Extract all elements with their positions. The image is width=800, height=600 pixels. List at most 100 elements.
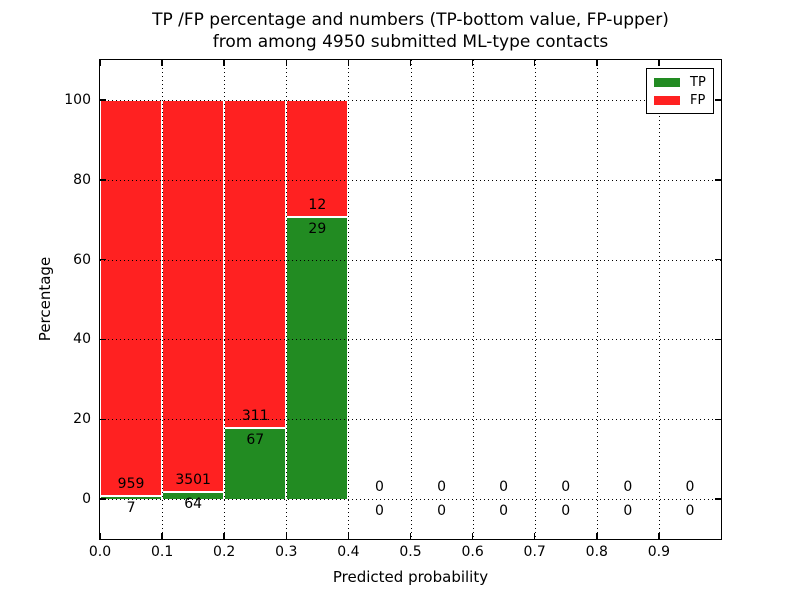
x-tick-mark-top	[223, 60, 225, 66]
bar-tp-segment	[286, 216, 349, 500]
x-tick-mark-top	[347, 60, 350, 66]
legend-label: TP	[690, 74, 706, 90]
vertical-gridline	[472, 60, 474, 539]
chart-title-line2: from among 4950 submitted ML-type contac…	[212, 32, 609, 53]
x-tick-label: 0.9	[647, 544, 671, 560]
x-tick-mark	[658, 533, 660, 539]
bar-fp-segment	[162, 99, 225, 492]
x-tick-mark-top	[596, 60, 598, 66]
x-tick-mark	[161, 533, 163, 539]
y-tick-mark-right	[715, 498, 721, 500]
tp-count-label: 29	[308, 220, 327, 237]
x-tick-mark	[596, 533, 598, 539]
x-tick-mark-top	[533, 60, 536, 66]
horizontal-gridline	[100, 259, 721, 261]
bar-tp-segment	[100, 496, 163, 500]
chart-title-line1: TP /FP percentage and numbers (TP-bottom…	[152, 10, 669, 30]
y-tick-label: 80	[73, 171, 91, 188]
legend-item: TP	[647, 73, 713, 91]
x-tick-mark-top	[471, 60, 474, 66]
y-tick-label: 100	[64, 91, 91, 108]
tp-count-label: 0	[437, 503, 447, 520]
vertical-gridline	[348, 60, 350, 539]
chart-title: TP /FP percentage and numbers (TP-bottom…	[100, 9, 721, 54]
y-tick-mark-right	[715, 258, 721, 261]
tp-count-label: 0	[685, 503, 695, 520]
legend-label: FP	[690, 92, 706, 108]
fp-legend-swatch	[654, 95, 680, 105]
fp-count-label: 311	[241, 408, 269, 425]
x-tick-mark-top	[658, 60, 660, 66]
horizontal-gridline	[100, 419, 721, 421]
tp-count-label: 0	[561, 503, 571, 520]
x-tick-label: 0.5	[399, 544, 422, 560]
x-tick-mark-top	[409, 60, 412, 66]
x-tick-label: 0.4	[337, 544, 360, 560]
vertical-gridline	[286, 60, 288, 539]
y-axis-label: Percentage	[36, 256, 54, 342]
y-tick-label: 60	[73, 251, 91, 268]
tp-count-label: 64	[184, 495, 203, 512]
x-tick-mark-top	[285, 60, 288, 66]
x-tick-mark-top	[161, 60, 163, 66]
x-tick-label: 0.1	[150, 544, 174, 560]
x-tick-label: 0.8	[585, 544, 608, 560]
bar-fp-segment	[224, 99, 287, 429]
y-tick-mark	[100, 338, 106, 341]
vertical-gridline	[162, 60, 164, 539]
bar-fp-segment	[100, 99, 163, 497]
y-tick-mark	[100, 498, 106, 500]
fp-count-label: 0	[437, 478, 447, 495]
x-tick-mark	[99, 533, 101, 539]
plot-area: 0.0 0.1 0.2 0.3 0.4 0.5 0.6 0.7 0.8 0.9 0 20 40 60 80 1…	[64, 59, 722, 559]
x-tick-label: 0.0	[88, 544, 112, 560]
y-tick-mark	[100, 258, 106, 261]
legend: TP FP	[646, 68, 714, 114]
horizontal-gridline	[100, 99, 721, 101]
tp-count-label: 67	[246, 432, 265, 449]
fp-count-label: 0	[685, 478, 695, 495]
y-tick-mark	[100, 418, 106, 420]
x-tick-mark	[409, 533, 412, 539]
tp-count-label: 0	[623, 503, 633, 520]
tp-count-label: 0	[374, 503, 384, 520]
vertical-gridline	[596, 60, 598, 539]
fp-count-label: 0	[623, 478, 633, 495]
fp-count-label: 959	[117, 476, 145, 493]
horizontal-gridline	[100, 339, 721, 341]
fp-count-label: 0	[374, 478, 384, 495]
tp-legend-swatch	[654, 77, 680, 87]
y-tick-label: 0	[82, 491, 91, 508]
x-tick-mark	[347, 533, 350, 539]
y-tick-label: 20	[73, 411, 91, 428]
bar-fp-segment	[286, 99, 349, 217]
fp-count-label: 3501	[175, 471, 211, 488]
y-tick-mark-right	[715, 179, 721, 181]
fp-count-label: 0	[499, 478, 509, 495]
y-tick-mark	[100, 99, 106, 101]
x-tick-mark	[285, 533, 288, 539]
x-tick-mark	[533, 533, 536, 539]
bar-tp-segment	[224, 428, 287, 500]
y-tick-label: 40	[73, 331, 91, 348]
x-tick-label: 0.6	[461, 544, 484, 560]
fp-count-label: 0	[561, 478, 571, 495]
fp-count-label: 12	[308, 196, 327, 213]
x-tick-label: 0.3	[275, 544, 298, 560]
y-tick-mark	[100, 179, 106, 181]
horizontal-gridline	[100, 179, 721, 181]
tp-count-label: 0	[499, 503, 509, 520]
vertical-gridline	[410, 60, 412, 539]
vertical-gridline	[658, 60, 660, 539]
y-tick-mark-right	[715, 338, 721, 341]
horizontal-gridline	[100, 499, 721, 501]
x-tick-mark	[223, 533, 225, 539]
y-tick-mark-right	[715, 418, 721, 420]
x-tick-mark-top	[99, 60, 101, 66]
vertical-gridline	[224, 60, 226, 539]
y-tick-mark-right	[715, 99, 721, 101]
x-tick-mark	[471, 533, 474, 539]
x-axis-label: Predicted probability	[332, 568, 489, 586]
x-tick-label: 0.2	[213, 544, 236, 560]
